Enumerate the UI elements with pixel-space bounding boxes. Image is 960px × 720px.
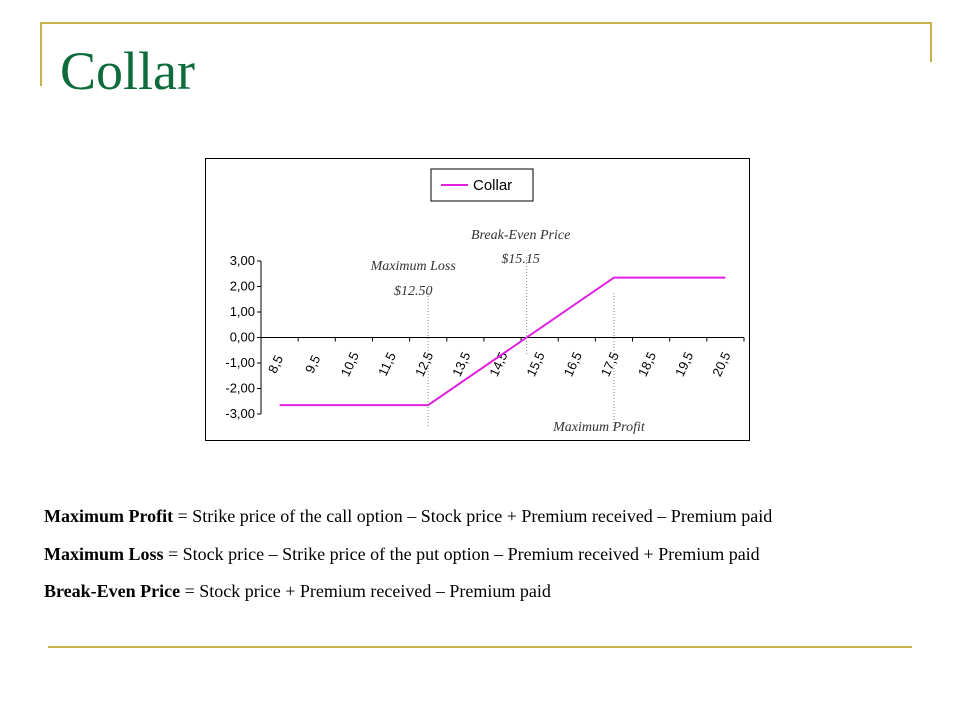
x-tick-label: 13,5 [449, 349, 473, 378]
max-profit-label: Maximum Profit [552, 420, 646, 435]
x-tick-label: 16,5 [561, 349, 585, 378]
y-tick-label: -3,00 [225, 406, 255, 421]
formula-term: Maximum Loss [44, 544, 164, 564]
x-tick-label: 14,5 [486, 349, 510, 378]
x-tick-label: 20,5 [709, 349, 733, 378]
formula-expression: = Stock price – Strike price of the put … [163, 544, 760, 564]
right-accent-line [930, 22, 932, 62]
x-tick-label: 18,5 [635, 349, 659, 378]
y-tick-label: -2,00 [225, 381, 255, 396]
left-accent-line [40, 22, 42, 86]
formula-term: Maximum Profit [44, 506, 174, 526]
formula-term: Break-Even Price [44, 581, 181, 601]
top-accent-line [40, 22, 932, 24]
x-tick-label: 19,5 [672, 349, 696, 378]
formula-expression: = Stock price + Premium received – Premi… [180, 581, 551, 601]
formula-break-even: Break-Even Price = Stock price + Premium… [44, 581, 551, 602]
formula-expression: = Strike price of the call option – Stoc… [173, 506, 773, 526]
y-tick-label: 1,00 [230, 304, 255, 319]
x-tick-label: 17,5 [598, 349, 622, 378]
collar-chart: 3,00 2,00 1,00 0,00 -1,00 -2,00 -3,00 8,5 9,5 10,… [205, 158, 750, 441]
formula-max-loss: Maximum Loss = Stock price – Strike pric… [44, 544, 760, 565]
y-tick-label: 0,00 [230, 330, 255, 345]
y-tick-label: 3,00 [230, 253, 255, 268]
x-tick-label: 8,5 [265, 353, 286, 376]
formula-max-profit: Maximum Profit = Strike price of the cal… [44, 506, 772, 527]
x-tick-label: 11,5 [375, 350, 399, 378]
break-even-label: $15.15 [501, 252, 540, 267]
max-loss-label: $12.50 [394, 284, 433, 299]
y-tick-label: -1,00 [225, 355, 255, 370]
break-even-label: Break-Even Price [471, 228, 570, 243]
collar-series-line [279, 276, 726, 407]
legend-label: Collar [473, 177, 512, 194]
y-tick-label: 2,00 [230, 279, 255, 294]
chart-svg: 3,00 2,00 1,00 0,00 -1,00 -2,00 -3,00 8,5 9,5 10,… [225, 168, 745, 435]
bottom-accent-line [48, 646, 912, 648]
slide-title: Collar [60, 41, 195, 101]
x-tick-label: 9,5 [302, 353, 323, 376]
x-tick-label: 10,5 [338, 349, 362, 378]
max-loss-label: Maximum Loss [370, 259, 457, 274]
x-tick-label: 12,5 [412, 349, 436, 378]
